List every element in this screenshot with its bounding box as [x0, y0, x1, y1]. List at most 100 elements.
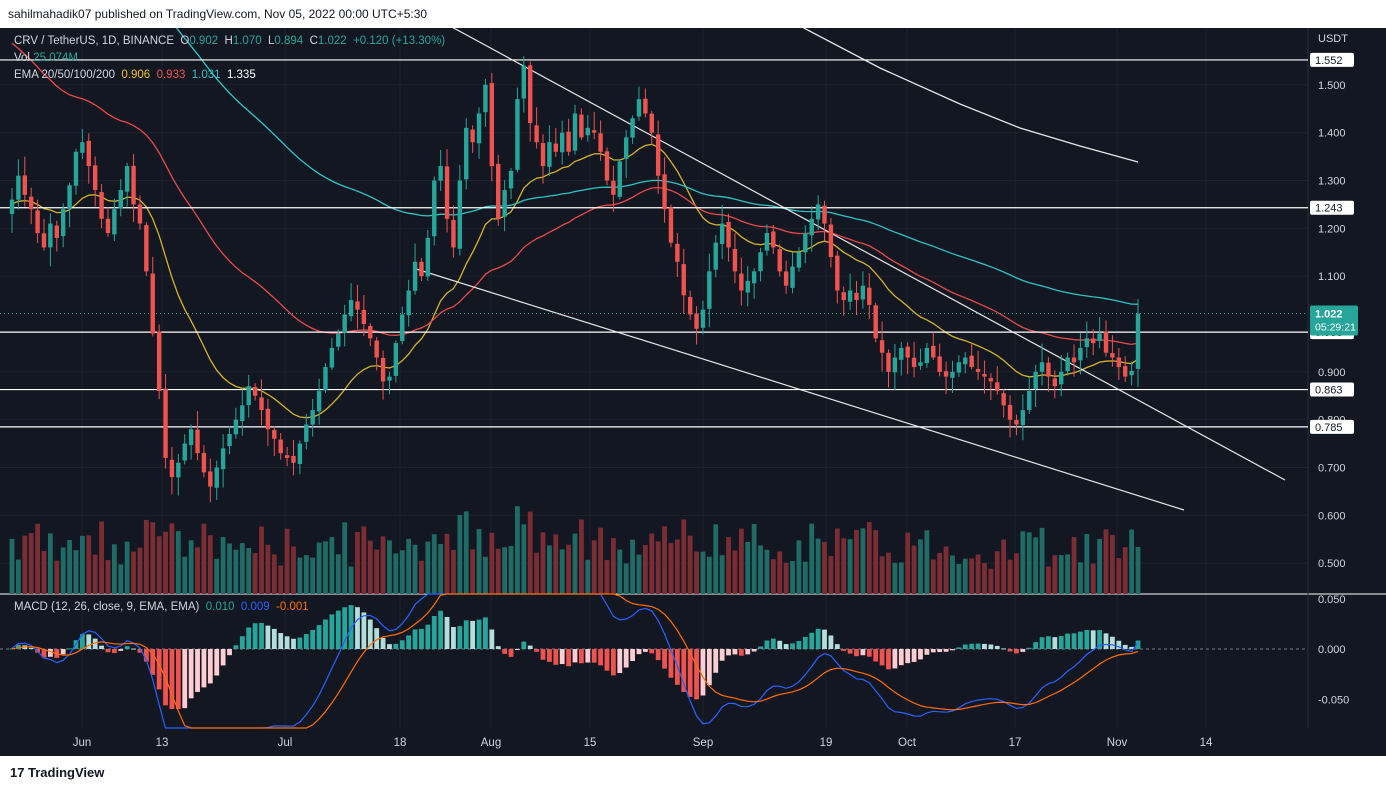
candle — [528, 61, 533, 142]
volume-bar — [329, 537, 335, 594]
candle — [783, 260, 789, 294]
candle-body — [502, 190, 507, 217]
candle-body — [1020, 410, 1026, 426]
candle-body — [1039, 362, 1045, 372]
candle — [675, 232, 680, 277]
candle — [284, 446, 290, 467]
volume-bar — [898, 562, 904, 594]
volume-bar — [483, 556, 488, 594]
macd-hist-bar — [681, 649, 687, 692]
candle-body — [943, 371, 949, 377]
candle — [988, 373, 994, 401]
volume-bar — [233, 549, 239, 594]
macd-hist-bar — [892, 649, 898, 669]
candle-body — [783, 271, 789, 286]
volume-bar — [271, 554, 277, 594]
macd-hist-bar — [156, 649, 162, 690]
candle-body — [438, 166, 443, 181]
volume-bar — [355, 532, 360, 594]
candle — [329, 337, 335, 370]
macd-hist-bar — [719, 649, 725, 661]
volume-bar — [124, 541, 130, 594]
candle — [342, 304, 347, 347]
volume-bar — [770, 559, 776, 594]
macd-hist-bar — [732, 649, 738, 655]
volume-bar — [732, 550, 738, 594]
macd-hist-bar — [137, 649, 143, 653]
candle-body — [355, 301, 360, 310]
volume-bar — [1014, 553, 1019, 594]
legend-symbol[interactable]: CRV / TetherUS, 1D, BINANCE — [14, 35, 174, 47]
macd-hist-bar — [406, 635, 412, 649]
macd-hist-bar — [323, 619, 328, 649]
volume-bar — [655, 541, 661, 594]
macd-hist-bar — [572, 649, 578, 663]
volume-bar — [92, 554, 98, 594]
volume-bar — [668, 543, 674, 594]
candle-body — [623, 137, 629, 159]
candle-body — [1007, 404, 1013, 420]
macd-hist-bar — [886, 649, 891, 670]
candle — [687, 290, 693, 320]
macd-hist-bar — [553, 649, 559, 665]
candle-body — [713, 242, 718, 270]
macd-hist-bar — [706, 649, 712, 686]
candle-body — [1001, 393, 1006, 406]
macd-hist-bar — [777, 640, 783, 649]
tradingview-logo[interactable]: 17 TradingView — [10, 765, 105, 780]
candle-body — [150, 273, 155, 334]
candle — [1014, 414, 1019, 436]
publisher-text: sahilmahadik07 published on TradingView.… — [8, 7, 428, 21]
time-tick-label: Jun — [73, 737, 92, 749]
candle-body — [99, 192, 104, 219]
macd-hist-bar — [316, 625, 322, 649]
volume-bar — [207, 535, 213, 594]
volume-bar — [521, 524, 527, 594]
candle-body — [1097, 333, 1102, 341]
candle-body — [28, 196, 34, 210]
macd-hist-bar — [310, 629, 316, 649]
volume-bar — [534, 552, 540, 594]
ema50-line — [11, 42, 1139, 346]
candle-body — [310, 410, 315, 425]
macd-hist-bar — [1110, 636, 1115, 649]
trading-chart[interactable]: 1.5001.4001.3001.2001.1000.9000.8000.700… — [0, 28, 1386, 756]
volume-bar — [182, 556, 188, 594]
candle — [867, 273, 872, 320]
volume-bar — [9, 538, 15, 594]
macd-hist-bar — [642, 649, 648, 652]
candle-body — [1059, 371, 1064, 385]
candle-body — [643, 98, 648, 114]
tv-logo-icon: 17 — [10, 765, 25, 780]
macd-hist-bar — [374, 628, 380, 649]
macd-hist-bar — [975, 643, 981, 649]
candle — [259, 379, 264, 426]
time-tick-label: 18 — [394, 737, 407, 749]
candle-body — [464, 127, 469, 180]
candle-body — [828, 224, 834, 258]
macd-hist-bar — [559, 649, 565, 665]
candle — [508, 168, 514, 200]
volume-bar — [943, 546, 949, 594]
candle-body — [1084, 338, 1090, 348]
price-tick-label: 1.300 — [1318, 175, 1346, 187]
candle-body — [419, 261, 424, 277]
candle-body — [67, 185, 72, 209]
candle-body — [566, 131, 571, 152]
candles[interactable] — [9, 56, 1141, 503]
candle — [572, 104, 578, 155]
volume-bar — [131, 551, 136, 594]
macd-hist-bar — [854, 649, 859, 657]
candle — [124, 162, 130, 207]
volume-bar — [892, 562, 898, 594]
macd-hist-bar — [99, 645, 104, 649]
candle-body — [432, 180, 437, 237]
macd-hist-bar — [1116, 640, 1122, 649]
candle-body — [521, 65, 527, 99]
candle-body — [681, 264, 686, 296]
macd-hist-bar — [905, 649, 911, 664]
candle-body — [585, 127, 590, 136]
volume-bar — [764, 549, 770, 594]
macd-hist-bar — [1103, 633, 1109, 649]
